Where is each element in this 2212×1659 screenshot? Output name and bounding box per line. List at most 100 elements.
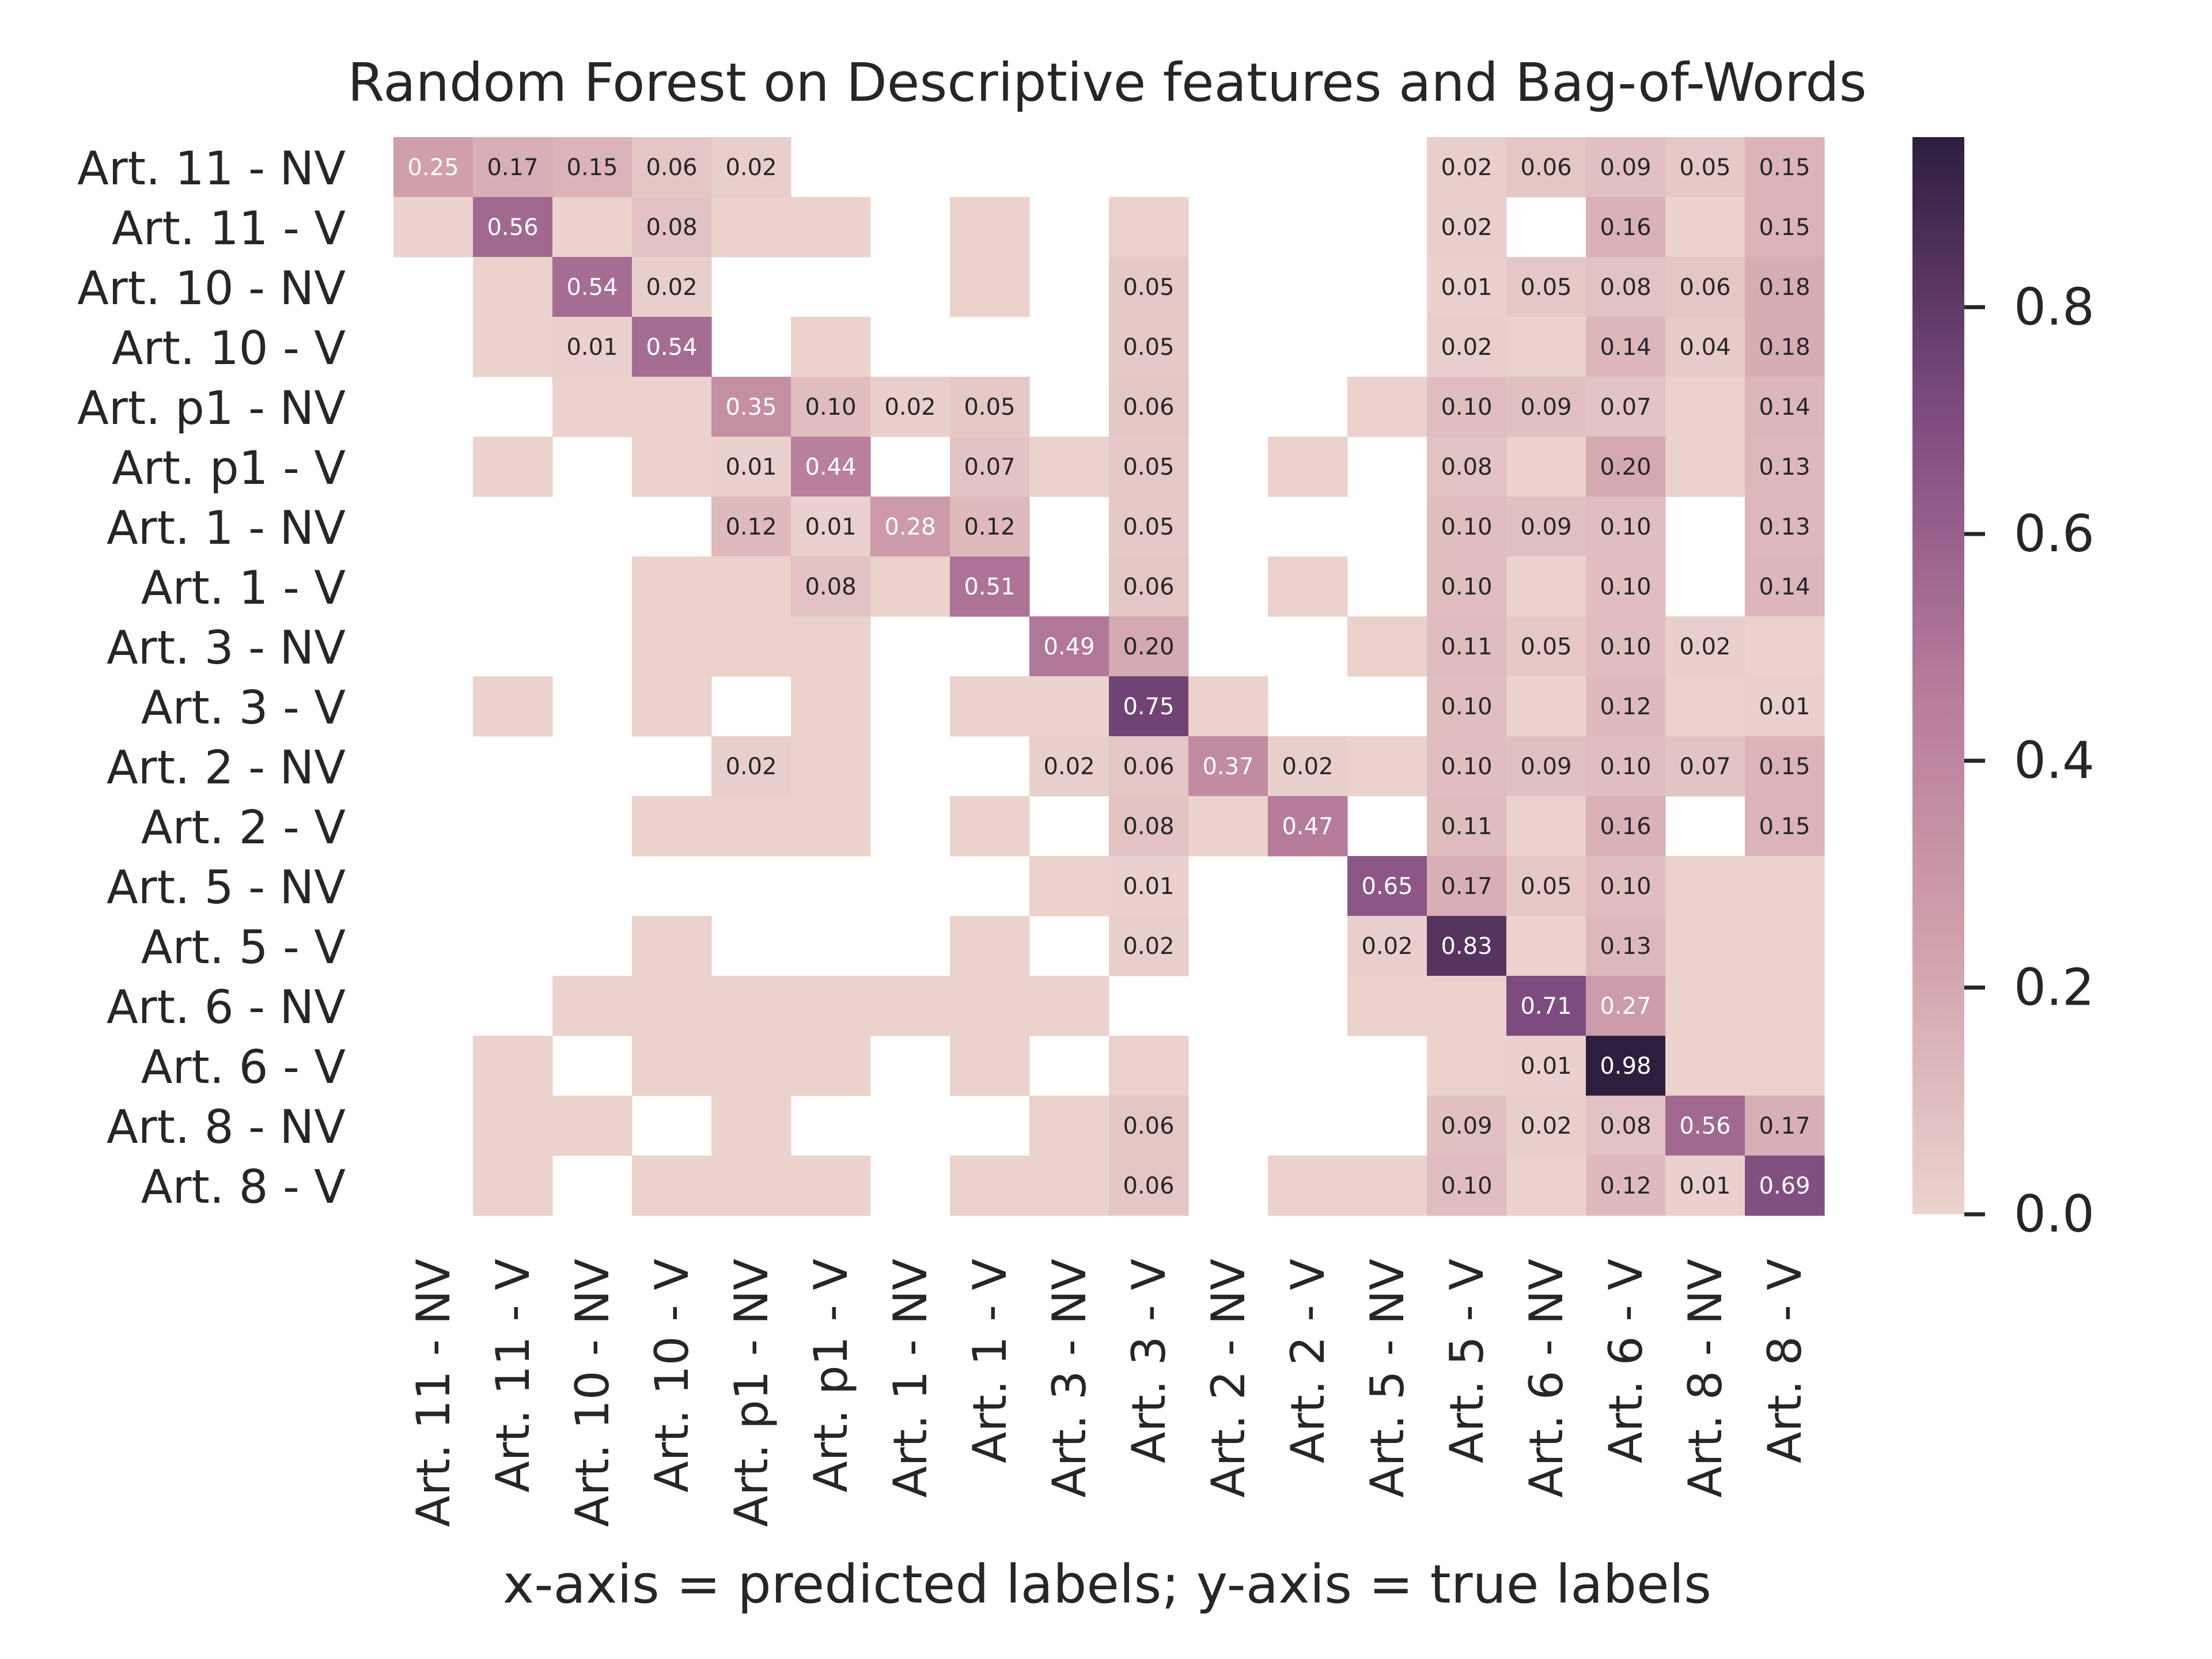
heatmap-cell (1347, 1156, 1427, 1216)
heatmap-cell (1586, 916, 1666, 976)
heatmap-cell (1586, 1036, 1666, 1096)
heatmap-cell (1427, 736, 1507, 797)
heatmap-cell (1347, 916, 1427, 976)
cell-value-label: 0.05 (1123, 514, 1174, 540)
cell-value-label: 0.15 (1759, 813, 1810, 840)
heatmap-cell (1586, 796, 1666, 857)
x-tick-label: Art. 2 - V (1281, 1259, 1335, 1463)
heatmap-cell (1427, 497, 1507, 557)
heatmap-cell (1665, 1036, 1745, 1096)
y-tick-label: Art. 3 - NV (107, 621, 346, 675)
cell-value-label: 0.05 (1520, 634, 1571, 660)
heatmap-cell (1347, 377, 1427, 437)
colorbar-tick-label: 0.6 (2014, 504, 2094, 563)
cell-value-label: 0.15 (1759, 154, 1810, 181)
heatmap-cell (1427, 616, 1507, 677)
x-tick-label: Art. 3 - NV (1043, 1259, 1096, 1498)
cell-value-label: 0.07 (964, 454, 1015, 480)
heatmap-cell (1586, 137, 1666, 198)
cell-value-label: 0.05 (1123, 334, 1174, 361)
heatmap-cell (1427, 1096, 1507, 1156)
cell-value-label: 0.12 (1600, 694, 1651, 720)
cell-value-label: 0.25 (407, 154, 459, 181)
x-tick-label: Art. 1 - NV (884, 1259, 937, 1498)
heatmap-cell (711, 437, 791, 497)
cell-value-label: 0.09 (1600, 154, 1651, 181)
cell-value-label: 0.05 (1520, 274, 1571, 301)
heatmap-cell (711, 197, 791, 257)
heatmap-cell (1665, 976, 1745, 1036)
chart-title: Random Forest on Descriptive features an… (347, 52, 1866, 113)
heatmap-cell (1586, 976, 1666, 1036)
heatmap-cell (1665, 437, 1745, 497)
cell-value-label: 0.06 (1123, 394, 1174, 421)
cell-value-label: 0.08 (1123, 813, 1174, 840)
cell-value-label: 0.10 (1600, 753, 1651, 780)
cell-value-label: 0.02 (1520, 1113, 1571, 1139)
heatmap-cell (1109, 916, 1189, 976)
cell-value-label: 0.01 (566, 334, 618, 361)
heatmap-cell (1586, 736, 1666, 797)
y-tick-label: Art. 11 - V (112, 202, 346, 255)
heatmap-cell (870, 497, 950, 557)
heatmap-cell (473, 1036, 553, 1096)
heatmap-cell (1109, 1036, 1189, 1096)
cell-value-label: 0.06 (1123, 753, 1174, 780)
heatmap-cell (950, 257, 1030, 317)
heatmap-cell (393, 137, 474, 198)
heatmap-cell (632, 976, 712, 1036)
cell-value-label: 0.17 (1441, 873, 1492, 900)
cell-value-label: 0.10 (1441, 574, 1492, 600)
heatmap-cell (1188, 676, 1268, 737)
cell-value-label: 0.02 (1679, 634, 1730, 660)
cell-value-label: 0.01 (1441, 274, 1492, 301)
heatmap-cell (1665, 856, 1745, 916)
cell-value-label: 0.10 (1441, 394, 1492, 421)
heatmap-cell (1109, 796, 1189, 857)
cell-value-label: 0.14 (1759, 574, 1810, 600)
heatmap-cell (1029, 736, 1109, 797)
heatmap-cell (1665, 1096, 1745, 1156)
heatmap-cell (1586, 437, 1666, 497)
heatmap-cell (1586, 317, 1666, 377)
heatmap-cell (1109, 497, 1189, 557)
x-tick-label: Art. 11 - NV (407, 1259, 460, 1527)
heatmap-cell (632, 796, 712, 857)
heatmap-cell (1506, 317, 1586, 377)
cell-value-label: 0.01 (1679, 1173, 1730, 1199)
cell-value-label: 0.13 (1600, 933, 1651, 960)
heatmap-cell (1347, 976, 1427, 1036)
heatmap-cell (950, 556, 1030, 617)
cell-value-label: 0.01 (725, 454, 777, 480)
cell-value-label: 0.02 (884, 394, 935, 421)
cell-value-label: 0.02 (1043, 753, 1094, 780)
cell-value-label: 0.16 (1600, 813, 1651, 840)
cell-value-label: 0.13 (1759, 454, 1810, 480)
heatmap-cell (711, 1096, 791, 1156)
heatmap-cell (1745, 137, 1825, 198)
cell-value-label: 0.06 (1123, 574, 1174, 600)
heatmap-cell (1188, 736, 1268, 797)
heatmap-cell (1506, 616, 1586, 677)
y-tick-label: Art. 11 - NV (77, 142, 346, 195)
heatmap-cell (1745, 317, 1825, 377)
cell-value-label: 0.07 (1679, 753, 1730, 780)
heatmap-cell (711, 616, 791, 677)
heatmap-cell (1109, 556, 1189, 617)
heatmap-cell (1427, 676, 1507, 737)
heatmap-cell (1427, 856, 1507, 916)
heatmap-cell (1665, 257, 1745, 317)
cell-value-label: 0.02 (1282, 753, 1333, 780)
heatmap-cell (552, 137, 632, 198)
cell-value-label: 0.08 (1600, 274, 1651, 301)
heatmap-cell (1586, 676, 1666, 737)
x-tick-label: Art. 8 - V (1758, 1259, 1812, 1463)
heatmap-cell (1427, 137, 1507, 198)
cell-value-label: 0.54 (646, 334, 697, 361)
heatmap-cell (1427, 377, 1507, 437)
heatmap-cell (1745, 1096, 1825, 1156)
heatmap-cell (1268, 556, 1348, 617)
cell-value-label: 0.06 (1123, 1173, 1174, 1199)
cell-value-label: 0.17 (487, 154, 538, 181)
cell-value-label: 0.83 (1441, 933, 1492, 960)
